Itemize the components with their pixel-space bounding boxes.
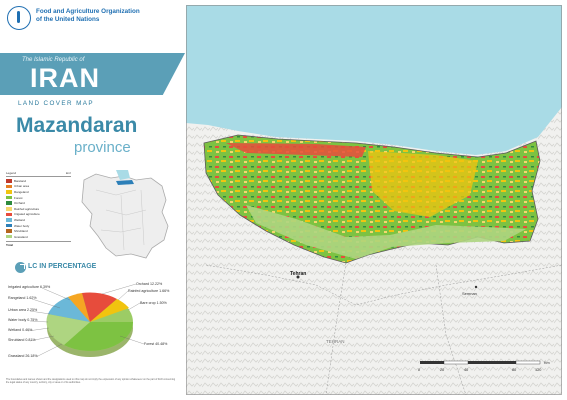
legend-row: Orchard	[6, 200, 71, 206]
province-highlight	[116, 180, 134, 185]
pie-label-urban: Urban area 2.25%	[8, 308, 38, 312]
left-panel: Food and Agriculture Organization of the…	[0, 0, 185, 400]
legend-label: Shrubland	[14, 229, 28, 234]
pie-slice-irrigated	[68, 293, 90, 322]
legend-swatch	[6, 229, 12, 233]
central-agriculture-zone	[368, 151, 478, 217]
map-frame	[186, 5, 562, 395]
city-tehran: Tehran	[290, 271, 306, 277]
pie-label-grassland: Grassland 26.18%	[8, 354, 38, 358]
pie-slice-forest	[64, 322, 133, 351]
country-title: IRAN	[30, 63, 100, 93]
legend-row: Rangeland	[6, 189, 71, 195]
legend-label: Rainfed agriculture	[14, 206, 40, 211]
city-semnan: Semnan	[462, 291, 477, 296]
city-markers	[296, 275, 478, 289]
scale-label-40: 40	[464, 368, 468, 372]
legend-row: Bareland	[6, 178, 71, 184]
pie-label-wetland: Wetland 0.46%	[8, 328, 33, 332]
southern-grassland	[246, 205, 526, 259]
legend-row: Wetland	[6, 217, 71, 223]
legend-col-label: Legend	[6, 171, 17, 175]
legend-swatch	[6, 195, 12, 200]
scale-label-120: 120	[535, 368, 541, 372]
region-tehran: TEHRAN	[326, 339, 345, 344]
legend-total-row: Total	[6, 240, 71, 247]
legend-total-value	[53, 243, 71, 247]
main-map: Tehran Semnan TEHRAN 0 20 40 80 120 Km	[186, 5, 562, 395]
scale-label-0: 0	[418, 368, 420, 372]
iran-locator-map	[81, 170, 169, 259]
legend-swatch	[6, 234, 12, 239]
coastal-agriculture-strip	[226, 143, 366, 157]
iran-outline	[81, 173, 169, 259]
legend-label: Bareland	[14, 178, 27, 183]
province-name: Mazandaran	[16, 114, 138, 137]
footer-note: The boundaries and names shown and the d…	[6, 378, 176, 384]
legend-swatch	[6, 201, 12, 205]
province-boundaries	[205, 262, 562, 395]
legend-row: Forest	[6, 195, 71, 201]
legend-row: Irrigated agriculture	[6, 212, 71, 218]
legend-label: Urban area	[14, 184, 30, 189]
scale-label-20: 20	[440, 368, 444, 372]
legend-label: Irrigated agriculture	[14, 212, 40, 217]
legend-table: Legend km² Bareland Urban area Rangeland Fo…	[6, 171, 71, 247]
pie-label-barecrop: Bare crop 1.50%	[140, 301, 168, 305]
country-prefix: The Islamic Republic of	[22, 57, 85, 63]
organization-name: Food and Agriculture Organization of the…	[36, 8, 176, 23]
fao-logo-icon	[7, 6, 31, 30]
pie-label-rainfed: Rainfed agriculture 1.66%	[128, 289, 170, 293]
pie-label-shrubland: Shrubland 0.81%	[8, 338, 36, 342]
legend-swatch	[6, 218, 12, 222]
pie-label-rangeland: Rangeland 1.62%	[8, 296, 37, 300]
pie-label-orchard: Orchard 12.22%	[136, 282, 163, 286]
legend-row: Water body	[6, 223, 71, 229]
pie-label-irrigated: Irrigated agriculture 6.39%	[8, 285, 51, 289]
scale-bar: 0 20 40 80 120 Km	[418, 360, 550, 372]
pie-leader-lines	[27, 283, 145, 358]
legend-swatch	[6, 207, 12, 211]
legend-swatch	[6, 212, 12, 217]
pie-slice-grassland	[46, 314, 90, 345]
org-line-1: Food and Agriculture Organization	[36, 8, 140, 15]
legend-rows: Bareland Urban area Rangeland Forest Orchard…	[6, 178, 71, 240]
scale-label-80: 80	[512, 368, 516, 372]
province-borders	[95, 189, 147, 251]
legend-label: Water body	[14, 223, 30, 228]
title-band	[0, 53, 185, 95]
scale-unit: Km	[544, 361, 550, 365]
legend-label: Forest	[14, 195, 23, 200]
legend-row: Rainfed agriculture	[6, 206, 71, 212]
legend-swatch	[6, 184, 12, 189]
pie-slice-rainfed	[90, 299, 129, 322]
pie-slice-orchard	[82, 292, 117, 322]
caspian-sea-mini	[116, 170, 130, 180]
legend-swatch	[6, 179, 12, 183]
legend-header: Legend km²	[6, 171, 71, 177]
province-word: province	[74, 139, 131, 156]
legend-label: Wetland	[14, 217, 25, 222]
legend-label: Orchard	[14, 201, 25, 206]
caspian-sea	[186, 5, 562, 155]
legend-label: Rangeland	[14, 189, 29, 194]
legend-label: Grassland	[14, 234, 28, 239]
legend-row: Shrubland	[6, 228, 71, 234]
percentage-icon	[15, 262, 26, 273]
org-line-2: of the United Nations	[36, 15, 100, 23]
pie-label-water: Water body 0.75%	[8, 318, 38, 322]
legend-col-value: km²	[66, 171, 71, 175]
lc-percentage-heading: LC IN PERCENTAGE	[28, 263, 97, 270]
lc-pie-chart: Irrigated agriculture 6.39% Rangeland 1.…	[8, 282, 170, 358]
pie-slice-small	[48, 297, 90, 322]
legend-row: Grassland	[6, 234, 71, 240]
pie-label-forest: Forest 40.48%	[144, 342, 168, 346]
legend-swatch	[6, 223, 12, 228]
legend-swatch	[6, 190, 12, 194]
legend-total-label: Total	[6, 242, 13, 247]
legend-row: Urban area	[6, 184, 71, 190]
map-type: LAND COVER MAP	[18, 100, 94, 107]
